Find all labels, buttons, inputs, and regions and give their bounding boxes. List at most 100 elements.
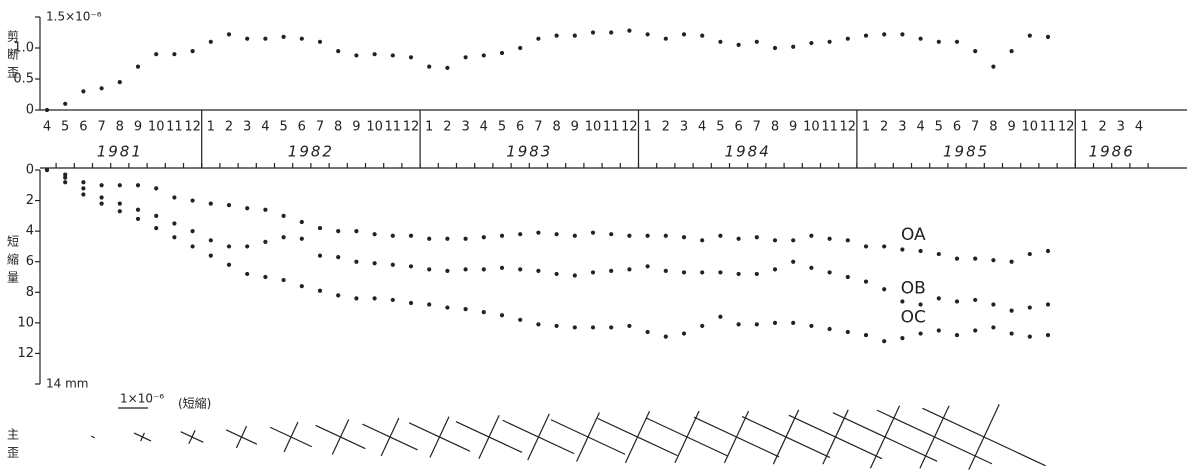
data-point [718,233,723,238]
data-point [645,329,650,335]
data-point [572,33,577,38]
data-point [354,53,359,58]
x-tick-label: 12 [621,120,638,135]
data-point [791,320,796,325]
data-point [645,32,650,37]
data-point [1045,332,1051,338]
x-tick-label: 11 [821,120,838,135]
axis-title: 短縮量 [6,235,20,289]
x-tick-label: 11 [1040,120,1057,135]
data-point [390,297,395,303]
data-point [281,213,286,218]
data-point [263,36,268,41]
x-tick-label: 2 [662,120,670,135]
data-point [299,236,304,241]
data-point [645,233,650,238]
data-point [135,64,141,69]
data-point [154,186,159,191]
data-point [445,65,450,70]
data-point [772,267,778,272]
year-label: 1985 [943,143,989,161]
data-point [99,183,104,188]
data-point [627,267,632,272]
data-point [63,175,68,180]
x-tick-label: 5 [716,120,724,135]
data-point [1009,308,1014,313]
data-point [172,52,177,57]
y-tick-label: 0.5 [13,72,34,87]
x-tick-label: 1 [207,120,215,135]
y-tick-label: 1.5×10⁻⁶ [46,10,102,24]
data-point [609,268,614,273]
data-point [154,213,159,218]
data-point [226,262,232,267]
x-tick-label: 7 [97,120,105,135]
x-tick-label: 2 [225,120,233,135]
data-point [281,277,286,283]
data-point [627,233,632,238]
data-point [317,225,323,231]
data-point [863,33,869,38]
data-point [973,328,978,333]
series-label: OB [901,279,926,299]
data-point [718,39,723,44]
extension-arm [283,421,299,453]
x-tick-label: 9 [571,120,579,135]
data-point [390,53,395,58]
scale-label: 1×10⁻⁶ [120,392,164,406]
extension-arm [968,404,1000,470]
data-point [936,251,941,257]
x-tick-label: 6 [298,120,306,135]
data-point [117,201,122,206]
x-tick-label: 2 [880,120,888,135]
data-point [408,233,414,238]
data-point [809,265,814,270]
x-tick-label: 5 [61,120,69,135]
data-point [208,238,213,243]
x-tick-label: 1 [862,120,870,135]
data-point [863,244,869,249]
data-point [281,235,286,240]
data-point [336,229,341,234]
data-point [991,302,996,307]
data-point [754,235,759,240]
x-tick-label: 12 [840,120,857,135]
data-point [900,247,905,252]
data-point [572,233,577,238]
x-tick-label: 4 [261,120,269,135]
data-point [736,322,741,327]
axis-title: 主歪 [6,428,20,464]
x-tick-label: 9 [134,120,142,135]
data-point [172,221,177,226]
data-point [572,325,577,330]
extension-arm [478,414,500,460]
data-point [154,225,159,231]
data-point [463,236,468,241]
data-point [299,284,304,289]
y-tick-label: 6 [26,254,34,269]
data-point [299,36,304,41]
data-point [372,296,377,301]
data-point [1009,331,1014,336]
x-tick-label: 3 [680,120,688,135]
data-point [99,195,104,200]
data-point [245,36,250,41]
x-tick-label: 3 [1117,120,1125,135]
x-tick-label: 2 [443,120,451,135]
data-point [991,325,996,330]
data-point [554,33,559,38]
extension-arm [919,405,950,469]
data-point [372,52,377,57]
data-point [590,230,596,235]
data-point [63,172,68,177]
x-tick-label: 3 [898,120,906,135]
data-point [1045,248,1051,254]
data-point [81,186,86,191]
x-tick-label: 4 [480,120,488,135]
data-point [754,271,759,277]
x-tick-label: 9 [1007,120,1015,135]
x-tick-label: 7 [534,120,542,135]
x-tick-label: 1 [643,120,651,135]
data-point [1009,49,1014,54]
data-point [281,34,286,39]
